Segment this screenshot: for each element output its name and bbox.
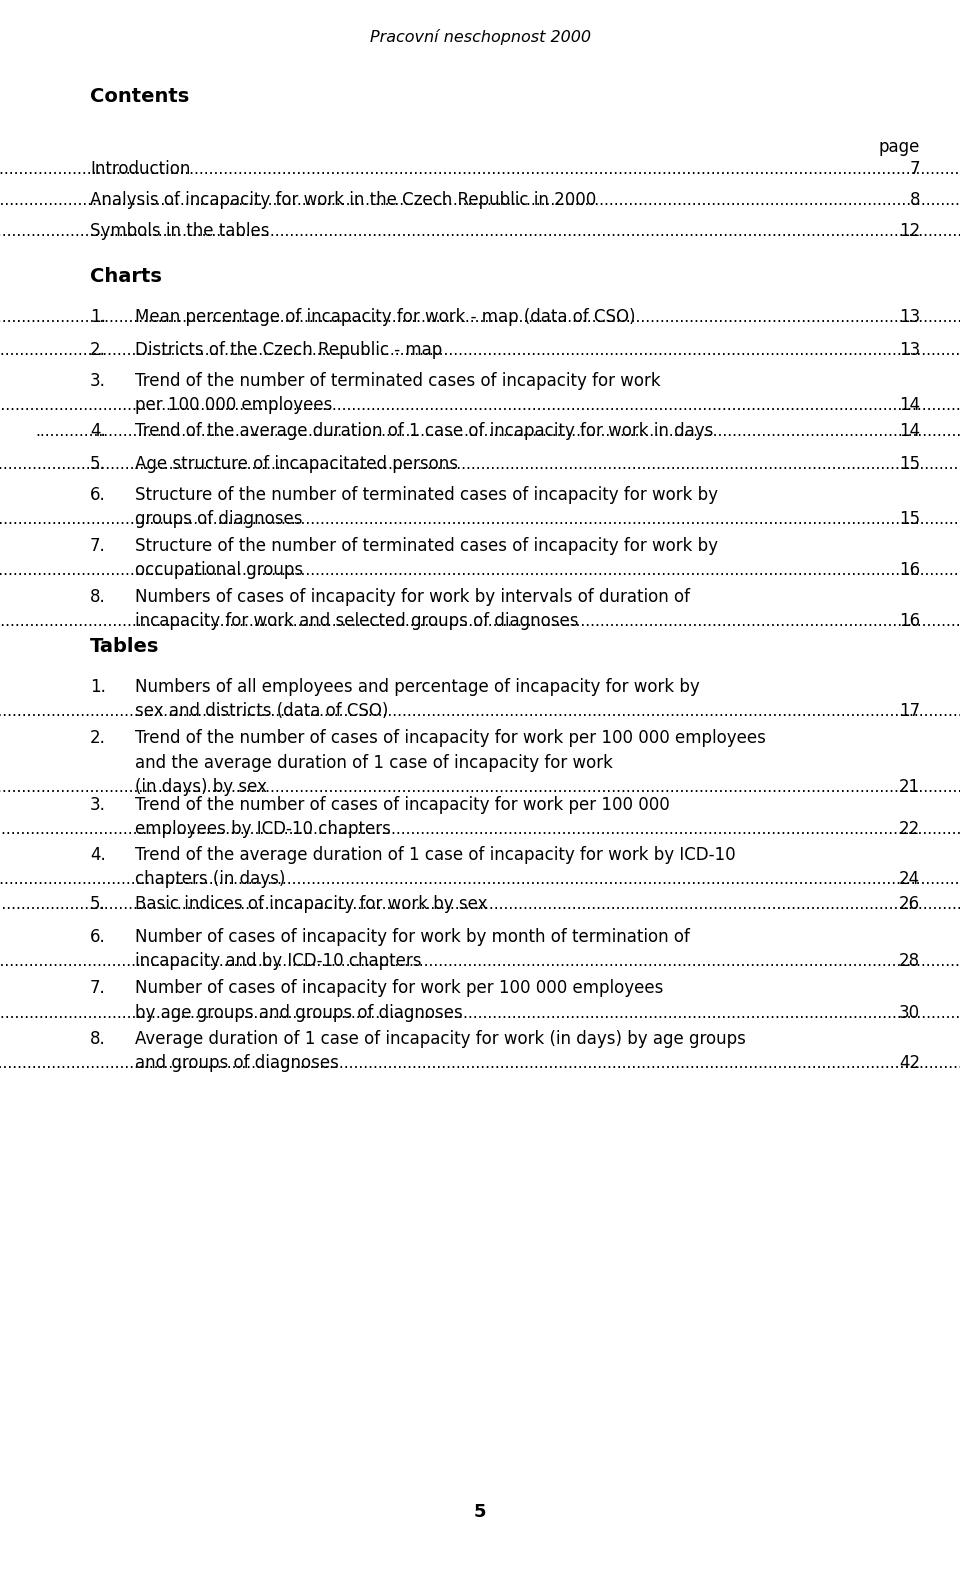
Text: ................................................................................: ........................................… (0, 223, 960, 239)
Text: Districts of the Czech Republic - map: Districts of the Czech Republic - map (135, 341, 443, 358)
Text: Symbols in the tables: Symbols in the tables (90, 222, 270, 241)
Text: 2.: 2. (90, 729, 106, 747)
Text: ................................................................................: ........................................… (0, 1006, 960, 1020)
Text: 21: 21 (899, 778, 920, 795)
Text: 1.: 1. (90, 678, 106, 696)
Text: Number of cases of incapacity for work per 100 000 employees: Number of cases of incapacity for work p… (135, 979, 663, 997)
Text: chapters (in days): chapters (in days) (135, 871, 285, 888)
Text: 6.: 6. (90, 927, 106, 946)
Text: Analysis of incapacity for work in the Czech Republic in 2000: Analysis of incapacity for work in the C… (90, 192, 596, 209)
Text: 14: 14 (899, 421, 920, 440)
Text: ................................................................................: ........................................… (0, 563, 960, 578)
Text: Trend of the average duration of 1 case of incapacity for work in days: Trend of the average duration of 1 case … (135, 421, 713, 440)
Text: Number of cases of incapacity for work by month of termination of: Number of cases of incapacity for work b… (135, 927, 690, 946)
Text: 5.: 5. (90, 454, 106, 473)
Text: 26: 26 (899, 894, 920, 913)
Text: and groups of diagnoses: and groups of diagnoses (135, 1055, 339, 1072)
Text: 8.: 8. (90, 1030, 106, 1049)
Text: Trend of the number of cases of incapacity for work per 100 000: Trend of the number of cases of incapaci… (135, 795, 670, 814)
Text: ................................................................................: ........................................… (0, 162, 960, 178)
Text: Tables: Tables (90, 637, 159, 656)
Text: 2.: 2. (90, 341, 106, 358)
Text: Introduction: Introduction (90, 160, 190, 178)
Text: groups of diagnoses: groups of diagnoses (135, 511, 302, 528)
Text: 3.: 3. (90, 795, 106, 814)
Text: page: page (878, 138, 920, 156)
Text: Structure of the number of terminated cases of incapacity for work by: Structure of the number of terminated ca… (135, 486, 718, 505)
Text: 5.: 5. (90, 894, 106, 913)
Text: ................................................................................: ........................................… (0, 704, 960, 720)
Text: 24: 24 (899, 871, 920, 888)
Text: Age structure of incapacitated persons: Age structure of incapacitated persons (135, 454, 458, 473)
Text: Numbers of cases of incapacity for work by intervals of duration of: Numbers of cases of incapacity for work … (135, 588, 690, 605)
Text: 3.: 3. (90, 373, 106, 390)
Text: Numbers of all employees and percentage of incapacity for work by: Numbers of all employees and percentage … (135, 678, 700, 696)
Text: ................................................................................: ........................................… (0, 780, 960, 795)
Text: Trend of the average duration of 1 case of incapacity for work by ICD-10: Trend of the average duration of 1 case … (135, 846, 735, 865)
Text: per 100 000 employees: per 100 000 employees (135, 396, 332, 415)
Text: ................................................................................: ........................................… (0, 822, 960, 838)
Text: ................................................................................: ........................................… (0, 1056, 960, 1072)
Text: 16: 16 (899, 613, 920, 630)
Text: Structure of the number of terminated cases of incapacity for work by: Structure of the number of terminated ca… (135, 538, 718, 555)
Text: ................................................................................: ........................................… (0, 343, 960, 358)
Text: ................................................................................: ........................................… (0, 615, 960, 629)
Text: 13: 13 (899, 341, 920, 358)
Text: ................................................................................: ........................................… (0, 310, 960, 325)
Text: 15: 15 (899, 511, 920, 528)
Text: 7.: 7. (90, 538, 106, 555)
Text: employees by ICD-10 chapters: employees by ICD-10 chapters (135, 821, 391, 838)
Text: incapacity and by ICD-10 chapters: incapacity and by ICD-10 chapters (135, 953, 421, 970)
Text: occupational groups: occupational groups (135, 561, 303, 580)
Text: 13: 13 (899, 308, 920, 325)
Text: ................................................................................: ........................................… (0, 954, 960, 970)
Text: and the average duration of 1 case of incapacity for work: and the average duration of 1 case of in… (135, 753, 612, 772)
Text: Pracovní neschopnost 2000: Pracovní neschopnost 2000 (370, 28, 590, 46)
Text: Average duration of 1 case of incapacity for work (in days) by age groups: Average duration of 1 case of incapacity… (135, 1030, 746, 1049)
Text: 14: 14 (899, 396, 920, 415)
Text: ................................................................................: ........................................… (0, 457, 960, 472)
Text: 16: 16 (899, 561, 920, 580)
Text: 15: 15 (899, 454, 920, 473)
Text: 5: 5 (473, 1503, 487, 1522)
Text: ................................................................................: ........................................… (0, 512, 960, 528)
Text: 17: 17 (899, 703, 920, 720)
Text: ................................................................................: ........................................… (36, 424, 960, 439)
Text: ................................................................................: ........................................… (0, 898, 960, 912)
Text: Mean percentage of incapacity for work - map (data of CSO): Mean percentage of incapacity for work -… (135, 308, 636, 325)
Text: sex and districts (data of CSO): sex and districts (data of CSO) (135, 703, 389, 720)
Text: by age groups and groups of diagnoses: by age groups and groups of diagnoses (135, 1003, 463, 1022)
Text: 8.: 8. (90, 588, 106, 605)
Text: incapacity for work and selected groups of diagnoses: incapacity for work and selected groups … (135, 613, 579, 630)
Text: 1.: 1. (90, 308, 106, 325)
Text: ................................................................................: ........................................… (0, 193, 960, 208)
Text: 8: 8 (909, 192, 920, 209)
Text: 12: 12 (899, 222, 920, 241)
Text: Basic indices of incapacity for work by sex: Basic indices of incapacity for work by … (135, 894, 488, 913)
Text: (in days) by sex: (in days) by sex (135, 778, 267, 795)
Text: ................................................................................: ........................................… (0, 398, 960, 413)
Text: 4.: 4. (90, 421, 106, 440)
Text: 4.: 4. (90, 846, 106, 865)
Text: Trend of the number of cases of incapacity for work per 100 000 employees: Trend of the number of cases of incapaci… (135, 729, 766, 747)
Text: ................................................................................: ........................................… (0, 872, 960, 888)
Text: 6.: 6. (90, 486, 106, 505)
Text: 7.: 7. (90, 979, 106, 997)
Text: Contents: Contents (90, 86, 189, 105)
Text: 30: 30 (899, 1003, 920, 1022)
Text: 7: 7 (909, 160, 920, 178)
Text: 22: 22 (899, 821, 920, 838)
Text: 42: 42 (899, 1055, 920, 1072)
Text: Charts: Charts (90, 267, 162, 286)
Text: 28: 28 (899, 953, 920, 970)
Text: Trend of the number of terminated cases of incapacity for work: Trend of the number of terminated cases … (135, 373, 660, 390)
